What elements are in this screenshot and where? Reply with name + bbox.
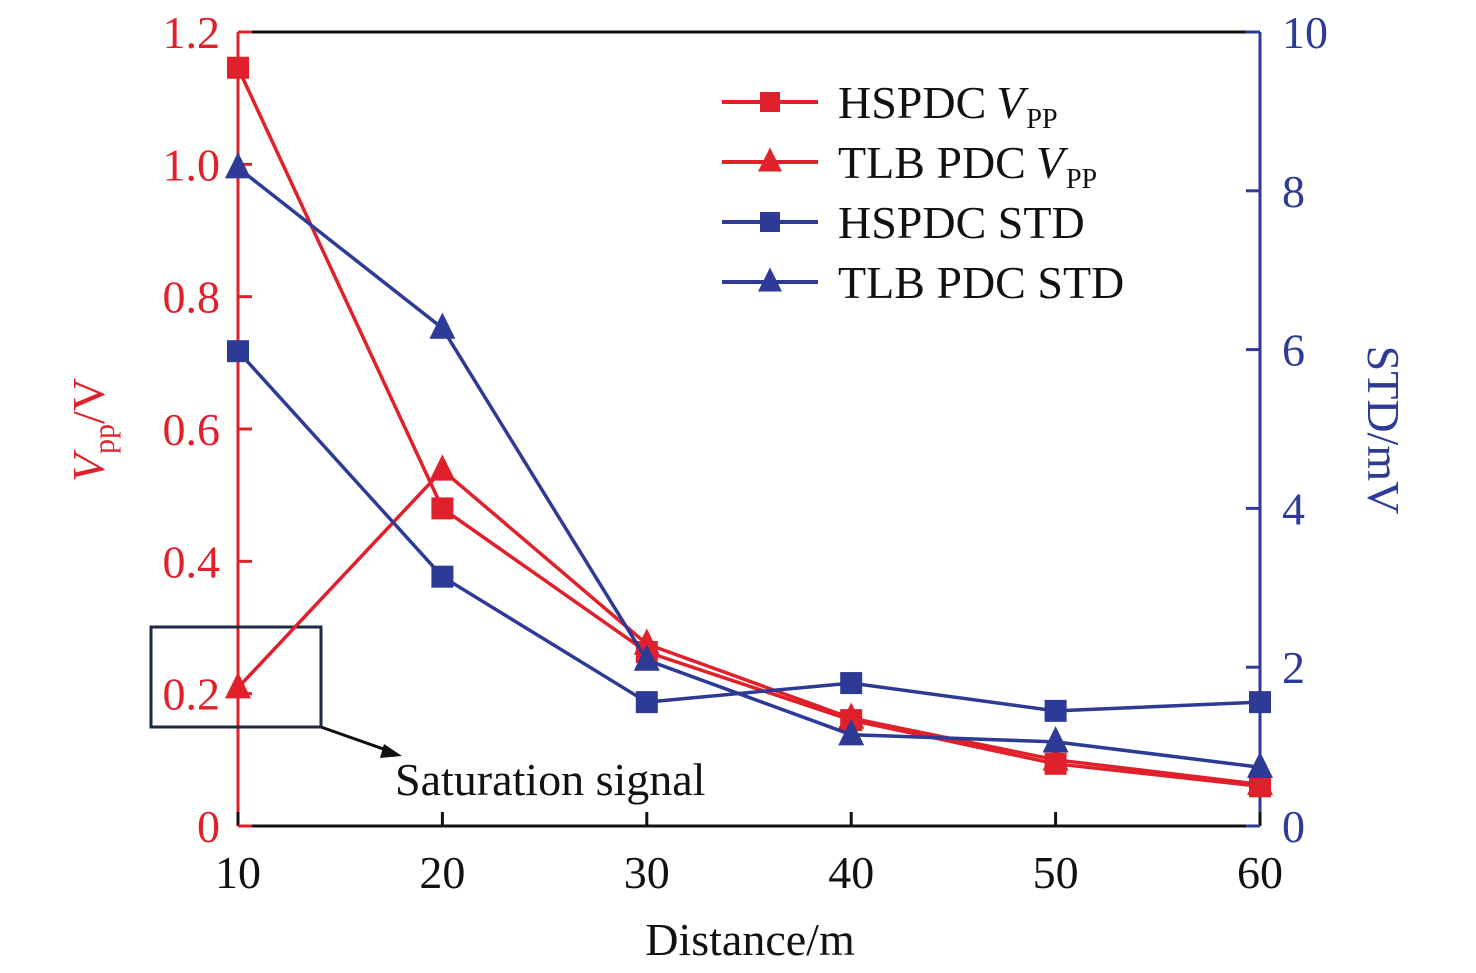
data-point-triangle (1247, 768, 1273, 795)
saturation-annotation-box (149, 625, 323, 729)
data-point-square (431, 565, 454, 588)
legend-label: TLB PDC STD (838, 257, 1124, 308)
x-axis-label: Distance/m (645, 914, 855, 965)
data-point-triangle (1042, 726, 1069, 753)
left-y-axis-label-sub: pp (88, 424, 121, 454)
axes: 10 20 30 40 50 6000.20.40.60.81.01.20246810Vp… (63, 7, 1328, 898)
data-point-square (1249, 691, 1271, 714)
data-point-triangle (1247, 751, 1273, 778)
series-layer (225, 56, 1273, 798)
x-tick-label: 60 (1237, 847, 1283, 898)
series-hspdc-left (227, 56, 1271, 798)
legend-marker-triangle (758, 147, 782, 172)
left-y-tick-label: 0.2 (163, 669, 221, 720)
data-point-square (431, 497, 454, 520)
right-y-tick-label: 6 (1282, 325, 1305, 376)
data-point-square (227, 340, 249, 363)
legend-label-subscript: PP (1026, 104, 1057, 135)
legend-label-subscript: PP (1066, 164, 1097, 195)
left-y-axis-label-unit: /V (63, 378, 114, 424)
data-point-square (635, 691, 658, 714)
annotation-layer: Saturation signal (149, 625, 705, 805)
data-point-triangle (838, 719, 865, 746)
right-y-tick-label: 2 (1282, 642, 1305, 693)
data-point-triangle (1042, 744, 1069, 771)
x-tick-label: 40 (828, 847, 874, 898)
legend-marker-square (760, 92, 780, 112)
left-y-tick-label: 0.6 (163, 404, 221, 455)
legend-label-name: HSPDC (838, 77, 986, 128)
legend-item: HSPDC VPP (722, 77, 1058, 135)
data-point-triangle (225, 152, 251, 179)
legend-label-symbol: V (1036, 137, 1069, 188)
legend-item: TLB PDC STD (722, 257, 1124, 308)
series-line (236, 66, 1261, 789)
right-y-tick-label: 4 (1282, 483, 1305, 534)
annotation-arrow-line (320, 725, 393, 754)
series-line (236, 166, 1261, 769)
legend-label-name: TLB PDC (838, 137, 1026, 188)
data-point-triangle (225, 672, 251, 699)
right-y-tick-label: 8 (1282, 166, 1305, 217)
data-point-triangle (429, 312, 456, 339)
right-y-tick-label: 10 (1282, 7, 1328, 58)
series-tlb-pdc-left (225, 454, 1273, 795)
right-y-tick-label: 0 (1282, 801, 1305, 852)
legend-label: HSPDC VPP (838, 77, 1058, 135)
series-tlb-pdc-std-right (225, 152, 1273, 778)
legend-marker-square (760, 212, 780, 232)
annotation-text: Saturation signal (395, 754, 705, 805)
legend-label: TLB PDC VPP (838, 137, 1097, 195)
series-line (236, 350, 1261, 713)
right-y-axis-label: STD/mV (1358, 346, 1409, 515)
left-y-tick-label: 0.4 (163, 536, 221, 587)
series-line (236, 468, 1261, 787)
series-hspdc-std-right (227, 340, 1271, 722)
legend-item: HSPDC STD (722, 197, 1085, 248)
left-y-axis-label: Vpp/V (63, 378, 121, 482)
left-y-tick-label: 1.0 (163, 139, 221, 190)
legend-marker-triangle (758, 267, 782, 292)
x-tick-label: 30 (624, 847, 670, 898)
legend-label-name: HSPDC STD (838, 197, 1085, 248)
data-point-square (227, 56, 249, 79)
legend-item: TLB PDC VPP (722, 137, 1097, 195)
legend-label-symbol: V (996, 77, 1029, 128)
data-point-triangle (633, 644, 660, 671)
x-tick-label: 10 (215, 847, 261, 898)
x-tick-label: 20 (419, 847, 465, 898)
legend-label: HSPDC STD (838, 197, 1085, 248)
plot-frame (236, 30, 1262, 828)
legend-label-name: TLB PDC STD (838, 257, 1124, 308)
left-y-tick-label: 0 (197, 801, 220, 852)
left-y-tick-label: 0.8 (163, 272, 221, 323)
left-y-tick-label: 1.2 (163, 7, 221, 58)
data-point-triangle (429, 454, 456, 481)
left-y-axis-label-main: V (63, 449, 114, 482)
data-point-triangle (838, 702, 865, 729)
data-point-square (1044, 699, 1067, 722)
annotation-arrow-head (380, 744, 402, 758)
x-tick-label: 50 (1033, 847, 1079, 898)
data-point-square (840, 672, 863, 695)
